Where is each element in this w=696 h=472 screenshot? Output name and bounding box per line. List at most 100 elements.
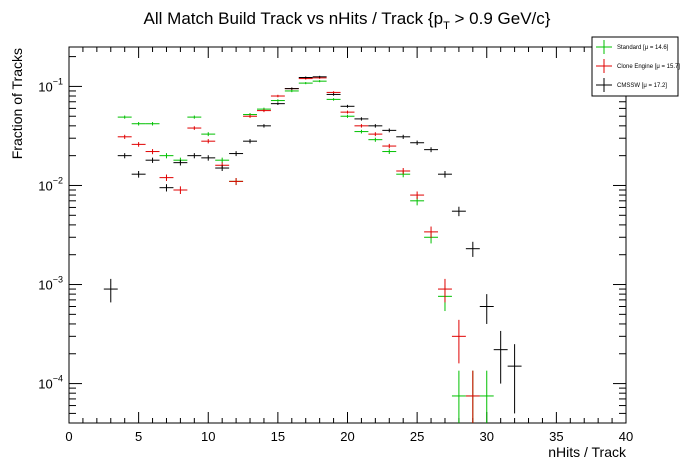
x-tick-label: 10 — [201, 429, 215, 444]
data-point — [438, 170, 452, 178]
legend-entries: Standard [μ = 14.6] Clone Engine [μ = 15.… — [596, 40, 680, 92]
data-point — [326, 93, 341, 96]
x-axis-label: nHits / Track — [548, 444, 627, 460]
data-point — [451, 370, 466, 423]
data-point — [270, 99, 285, 102]
data-point — [396, 134, 411, 139]
data-point — [117, 115, 132, 119]
data-point — [229, 151, 244, 157]
data-point — [298, 82, 313, 85]
data-point — [326, 98, 341, 101]
x-tick-label: 5 — [135, 429, 142, 444]
tick-marks — [68, 47, 627, 424]
y-tick-label: 10−4 — [38, 374, 63, 392]
data-point — [424, 226, 439, 238]
series-cmssw — [103, 75, 522, 414]
data-point — [382, 143, 397, 149]
data-point — [410, 191, 425, 200]
x-tick-label: 20 — [340, 429, 354, 444]
y-tick-label: 10−3 — [38, 275, 63, 293]
x-tick-label: 0 — [65, 429, 72, 444]
data-point — [256, 109, 271, 113]
data-point — [451, 319, 466, 364]
data-point — [340, 104, 355, 108]
data-point — [368, 132, 383, 137]
data-point — [284, 87, 299, 90]
chart-title: All Match Build Track vs nHits / Track {… — [144, 9, 551, 32]
data-point — [187, 126, 202, 130]
legend-entry: CMSSW [μ = 17.2] — [596, 78, 667, 92]
x-tick-label: 25 — [410, 429, 424, 444]
data-point — [117, 153, 132, 159]
data-point — [159, 184, 174, 192]
data-point — [465, 241, 480, 257]
data-point — [145, 157, 160, 163]
data-point — [284, 89, 299, 93]
y-tick-labels: 10−4 10−3 10−2 10−1 — [38, 76, 63, 391]
data-point — [382, 149, 397, 154]
x-tick-label: 35 — [549, 429, 563, 444]
data-point — [424, 147, 439, 153]
x-tick-label: 30 — [480, 429, 494, 444]
data-point — [131, 170, 146, 178]
legend-label: CMSSW [μ = 17.2] — [617, 83, 667, 89]
x-tick-label: 15 — [271, 429, 285, 444]
data-point — [145, 122, 160, 126]
data-point — [312, 80, 327, 83]
x-tick-labels: 0 5 10 15 20 25 30 35 40 — [65, 429, 633, 444]
series-clone-engine — [117, 76, 480, 423]
data-point — [270, 94, 285, 98]
data-point — [465, 370, 480, 423]
data-point — [368, 137, 383, 142]
data-point — [201, 155, 216, 161]
series-group — [103, 75, 522, 423]
data-point — [340, 110, 355, 114]
data-point — [201, 139, 216, 144]
data-point — [479, 294, 494, 324]
legend-entry: Clone Engine [μ = 15.7] — [596, 59, 680, 73]
y-tick-label: 10−1 — [38, 76, 63, 94]
data-point — [243, 114, 257, 118]
data-point — [270, 102, 285, 106]
legend-label: Standard [μ = 14.6] — [617, 45, 669, 51]
data-point — [173, 159, 188, 166]
series-standard — [117, 80, 494, 423]
data-point — [312, 75, 327, 78]
data-point — [396, 168, 411, 175]
data-point — [159, 153, 174, 159]
legend-entry: Standard [μ = 14.6] — [596, 40, 669, 54]
data-point — [507, 344, 522, 414]
legend: Standard [μ = 14.6] Clone Engine [μ = 15.… — [591, 36, 680, 97]
data-point — [131, 142, 146, 147]
data-point — [229, 177, 244, 186]
data-point — [451, 206, 466, 217]
data-point — [131, 122, 146, 126]
data-point — [354, 124, 369, 128]
data-point — [479, 370, 494, 423]
y-tick-label: 10−2 — [38, 175, 63, 193]
data-point — [243, 139, 257, 144]
x-tick-label: 40 — [619, 429, 633, 444]
data-point — [187, 115, 202, 119]
data-point — [410, 140, 425, 146]
y-axis-label: Fraction of Tracks — [9, 48, 25, 159]
data-point — [368, 124, 383, 128]
data-point — [215, 165, 230, 171]
data-point — [354, 117, 369, 121]
data-point — [201, 132, 216, 137]
data-point — [354, 129, 369, 134]
legend-label: Clone Engine [μ = 15.7] — [617, 64, 680, 70]
data-point — [215, 157, 230, 163]
data-point — [382, 128, 397, 133]
data-point — [493, 330, 508, 384]
data-point — [340, 114, 355, 118]
data-point — [145, 149, 160, 155]
data-point — [187, 153, 202, 159]
data-point — [159, 174, 174, 181]
data-point — [438, 278, 452, 303]
data-point — [298, 76, 313, 79]
data-point — [117, 134, 132, 139]
data-point — [173, 186, 188, 195]
data-point — [103, 278, 118, 303]
